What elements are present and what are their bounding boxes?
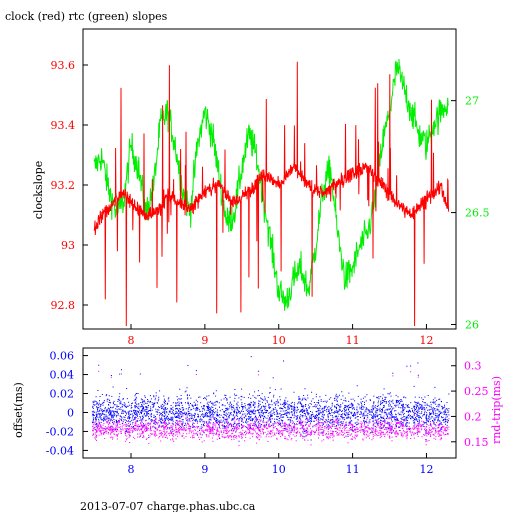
- rnd-trip-series: [92, 370, 450, 447]
- top-left-axis: 92.8 93 93.2 93.4 93.6: [51, 59, 88, 312]
- bottom-plot-frame: [82, 347, 457, 459]
- top-y-tick-label: 93: [61, 239, 75, 252]
- bottom-y-tick-label: 0.04: [50, 369, 75, 382]
- bottom-y2-tick-label: 0.25: [464, 385, 489, 398]
- bottom-left-axis: -0.04 -0.02 0 0.02 0.04 0.06: [46, 350, 88, 457]
- top-x-tick-label: 8: [128, 334, 135, 347]
- top-y-tick-label: 92.8: [51, 299, 76, 312]
- bottom-y2-tick-label: 0.15: [464, 436, 489, 449]
- clock-line: [93, 61, 450, 327]
- top-y2-tick-label: 26.5: [465, 207, 490, 220]
- top-y-tick-label: 93.2: [51, 179, 76, 192]
- bottom-y-tick-label: 0.06: [50, 350, 75, 363]
- bottom-x-tick-label: 9: [201, 463, 208, 476]
- bottom-y2-tick-label: 0.2: [464, 410, 482, 423]
- bottom-y-tick-label: -0.02: [46, 425, 74, 438]
- bottom-y-tick-label: 0.02: [50, 388, 75, 401]
- top-plot-frame: [82, 28, 457, 330]
- bottom-x-tick-label: 11: [346, 463, 360, 476]
- top-y2-tick-label: 26: [465, 319, 479, 332]
- bottom-x-tick-label: 10: [272, 463, 286, 476]
- top-x-tick-label: 9: [201, 334, 208, 347]
- bottom-x-tick-label: 12: [419, 463, 433, 476]
- top-x-axis: 8 9 10 11 12: [128, 324, 433, 347]
- bottom-y2-tick-label: 0.3: [464, 360, 482, 373]
- top-chart: 92.8 93 93.2 93.4 93.6 26 26.5 27 8 9 10 11 12 clo…: [32, 28, 490, 347]
- bottom-y-tick-label: -0.04: [46, 444, 74, 457]
- top-y-tick-label: 93.4: [51, 119, 76, 132]
- top-x-tick-label: 11: [346, 334, 360, 347]
- chart-title: clock (red) rtc (green) slopes: [5, 10, 168, 23]
- top-x-tick-label: 12: [419, 334, 433, 347]
- bottom-x-axis: 8 9 10 11 12: [128, 453, 433, 476]
- bottom-chart: -0.04 -0.02 0 0.02 0.04 0.06 0.15 0.2 0.25 0.3 8…: [12, 347, 503, 476]
- bottom-x-tick-label: 8: [128, 463, 135, 476]
- clock-series: [93, 61, 450, 327]
- bottom-y-tick-label: 0: [67, 406, 74, 419]
- top-ylabel: clockslope: [32, 161, 45, 219]
- bottom-right-axis: 0.15 0.2 0.25 0.3: [451, 360, 489, 449]
- top-right-axis: 26 26.5 27: [451, 95, 490, 332]
- rnd-trip-points: [92, 370, 450, 447]
- top-x-tick-label: 10: [272, 334, 286, 347]
- footer-text: 2013-07-07 charge.phas.ubc.ca: [80, 500, 256, 512]
- top-y2-tick-label: 27: [465, 95, 479, 108]
- rtc-series: [93, 58, 449, 311]
- bottom-ylabel: offset(ms): [12, 382, 25, 438]
- bottom-y2label: rnd-trip(ms): [490, 376, 503, 444]
- rtc-line: [93, 58, 449, 311]
- top-y-tick-label: 93.6: [51, 59, 76, 72]
